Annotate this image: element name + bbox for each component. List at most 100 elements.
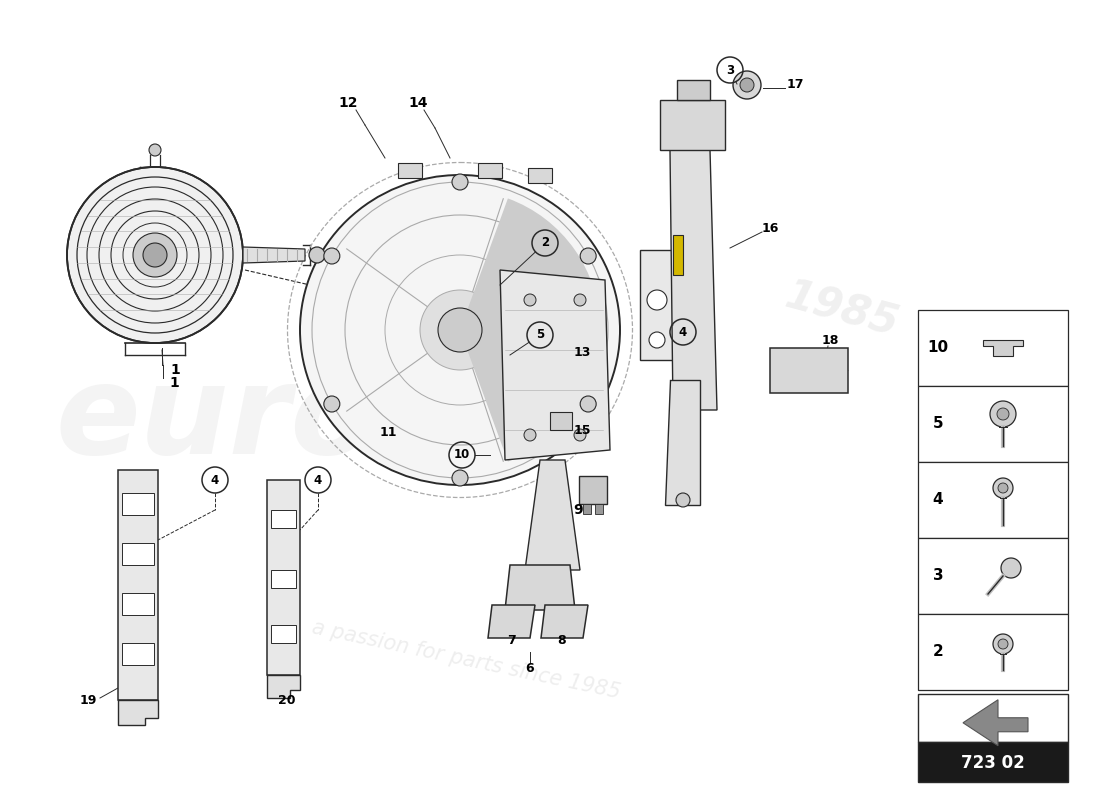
Circle shape — [524, 429, 536, 441]
Circle shape — [438, 308, 482, 352]
Text: 4: 4 — [314, 474, 322, 486]
Circle shape — [998, 639, 1008, 649]
Circle shape — [143, 243, 167, 267]
Bar — [595, 504, 603, 514]
Bar — [918, 310, 1068, 386]
Bar — [579, 476, 607, 504]
Text: 1: 1 — [169, 376, 179, 390]
Text: 5: 5 — [933, 417, 944, 431]
Text: 1: 1 — [170, 363, 180, 377]
Circle shape — [148, 144, 161, 156]
Circle shape — [676, 493, 690, 507]
Circle shape — [993, 478, 1013, 498]
Text: 8: 8 — [558, 634, 566, 646]
Bar — [271, 625, 296, 643]
Bar — [271, 510, 296, 528]
Bar — [918, 614, 1068, 690]
Circle shape — [647, 290, 667, 310]
Bar — [918, 386, 1068, 462]
Text: 18: 18 — [822, 334, 838, 346]
Text: 15: 15 — [573, 423, 591, 437]
Bar — [770, 348, 848, 393]
Circle shape — [580, 396, 596, 412]
Polygon shape — [541, 605, 589, 638]
Text: 4: 4 — [933, 493, 944, 507]
Bar — [550, 412, 572, 430]
Polygon shape — [267, 675, 300, 698]
Circle shape — [574, 429, 586, 441]
Text: 723 02: 723 02 — [961, 754, 1025, 772]
Bar — [583, 504, 591, 514]
Circle shape — [524, 294, 536, 306]
Text: 14: 14 — [408, 96, 428, 110]
Wedge shape — [460, 198, 600, 462]
Text: 3: 3 — [933, 569, 944, 583]
Circle shape — [133, 233, 177, 277]
Bar — [122, 493, 154, 515]
Text: 5: 5 — [536, 329, 544, 342]
Circle shape — [574, 294, 586, 306]
Circle shape — [323, 248, 340, 264]
Polygon shape — [488, 605, 535, 638]
Circle shape — [1001, 558, 1021, 578]
Polygon shape — [118, 700, 158, 725]
Text: 4: 4 — [211, 474, 219, 486]
Ellipse shape — [300, 175, 620, 485]
Bar — [398, 163, 422, 178]
Circle shape — [309, 247, 324, 263]
Text: 19: 19 — [79, 694, 97, 706]
Text: a passion for parts since 1985: a passion for parts since 1985 — [310, 618, 623, 702]
Text: 4: 4 — [679, 326, 688, 338]
Text: 6: 6 — [526, 662, 535, 674]
Text: 13: 13 — [573, 346, 591, 358]
Polygon shape — [243, 247, 305, 263]
Text: euro: euro — [55, 359, 376, 481]
Bar — [528, 168, 552, 183]
Polygon shape — [676, 80, 710, 100]
Polygon shape — [962, 700, 1028, 746]
Polygon shape — [666, 380, 700, 505]
Bar — [918, 462, 1068, 538]
Bar — [478, 163, 502, 178]
Circle shape — [452, 174, 468, 190]
Bar — [918, 694, 1068, 742]
Polygon shape — [640, 250, 673, 360]
Circle shape — [649, 332, 666, 348]
Circle shape — [990, 401, 1016, 427]
Bar — [122, 543, 154, 565]
Bar — [918, 538, 1068, 614]
Bar — [122, 643, 154, 665]
Text: 1985: 1985 — [780, 274, 903, 346]
Circle shape — [733, 71, 761, 99]
Circle shape — [580, 248, 596, 264]
Circle shape — [67, 167, 243, 343]
Polygon shape — [505, 565, 575, 610]
Bar — [122, 593, 154, 615]
Polygon shape — [670, 150, 717, 410]
Text: 10: 10 — [927, 341, 948, 355]
Text: 16: 16 — [761, 222, 779, 234]
Text: 2: 2 — [541, 237, 549, 250]
Circle shape — [997, 408, 1009, 420]
Text: 10: 10 — [454, 449, 470, 462]
Polygon shape — [500, 270, 610, 460]
Text: 7: 7 — [507, 634, 516, 646]
Text: 20: 20 — [278, 694, 296, 706]
Text: 12: 12 — [339, 96, 358, 110]
Circle shape — [998, 483, 1008, 493]
Polygon shape — [267, 480, 300, 675]
Circle shape — [993, 634, 1013, 654]
Polygon shape — [983, 340, 1023, 356]
Circle shape — [452, 470, 468, 486]
Circle shape — [323, 396, 340, 412]
Polygon shape — [118, 470, 158, 700]
Bar — [673, 235, 683, 275]
Text: 3: 3 — [726, 63, 734, 77]
Text: 2: 2 — [933, 645, 944, 659]
Polygon shape — [525, 460, 580, 570]
Bar — [918, 742, 1068, 782]
Text: 11: 11 — [379, 426, 397, 438]
Text: 9: 9 — [573, 503, 583, 517]
Text: 17: 17 — [786, 78, 804, 91]
Polygon shape — [660, 100, 725, 150]
